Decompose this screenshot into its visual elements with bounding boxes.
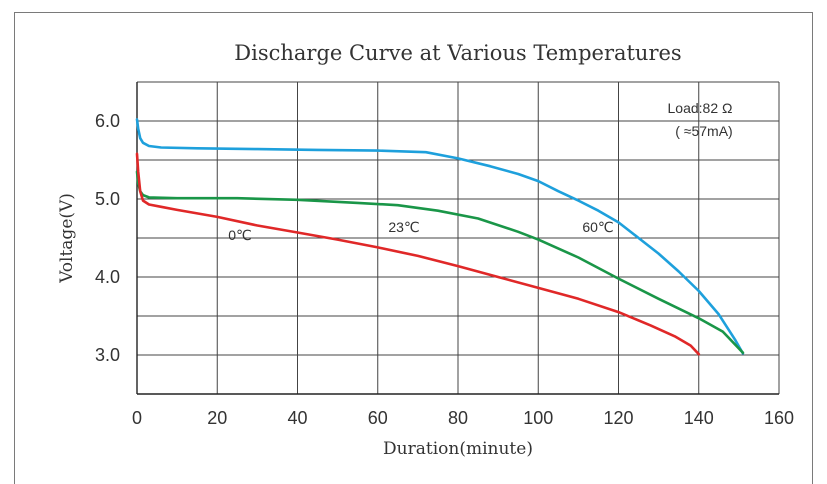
y-tick-label: 4.0 bbox=[95, 267, 120, 287]
series-label: 60℃ bbox=[582, 219, 613, 235]
x-tick-label: 80 bbox=[448, 408, 468, 428]
series-line bbox=[135, 118, 745, 355]
series-label: 0℃ bbox=[228, 227, 252, 243]
x-tick-labels: 0 20 40 60 80 100 120 140 160 bbox=[132, 408, 794, 428]
y-tick-label: 3.0 bbox=[95, 345, 120, 365]
current-annotation: ( ≈57mA) bbox=[675, 123, 732, 139]
series-lines bbox=[135, 118, 745, 356]
series-line bbox=[135, 152, 701, 356]
load-annotation: Load:82 Ω bbox=[668, 100, 733, 116]
x-axis-title: Duration(minute) bbox=[383, 439, 533, 459]
x-tick-label: 60 bbox=[368, 408, 388, 428]
y-tick-label: 5.0 bbox=[95, 189, 120, 209]
x-tick-label: 0 bbox=[132, 408, 142, 428]
x-tick-label: 140 bbox=[684, 408, 714, 428]
y-axis-title: Voltage(V) bbox=[57, 193, 77, 284]
x-tick-label: 160 bbox=[764, 408, 794, 428]
chart-frame bbox=[14, 12, 813, 484]
y-tick-label: 6.0 bbox=[95, 111, 120, 131]
x-tick-label: 40 bbox=[287, 408, 307, 428]
y-tick-labels: 3.0 4.0 5.0 6.0 bbox=[95, 111, 120, 365]
series-label: 23℃ bbox=[388, 219, 419, 235]
x-tick-label: 100 bbox=[523, 408, 553, 428]
series-line bbox=[135, 170, 745, 354]
series-labels: 60℃ 23℃ 0℃ bbox=[228, 219, 613, 243]
x-tick-label: 120 bbox=[603, 408, 633, 428]
x-tick-label: 20 bbox=[207, 408, 227, 428]
axes bbox=[136, 82, 779, 395]
chart-title: Discharge Curve at Various Temperatures bbox=[234, 41, 681, 65]
grid bbox=[137, 81, 780, 394]
